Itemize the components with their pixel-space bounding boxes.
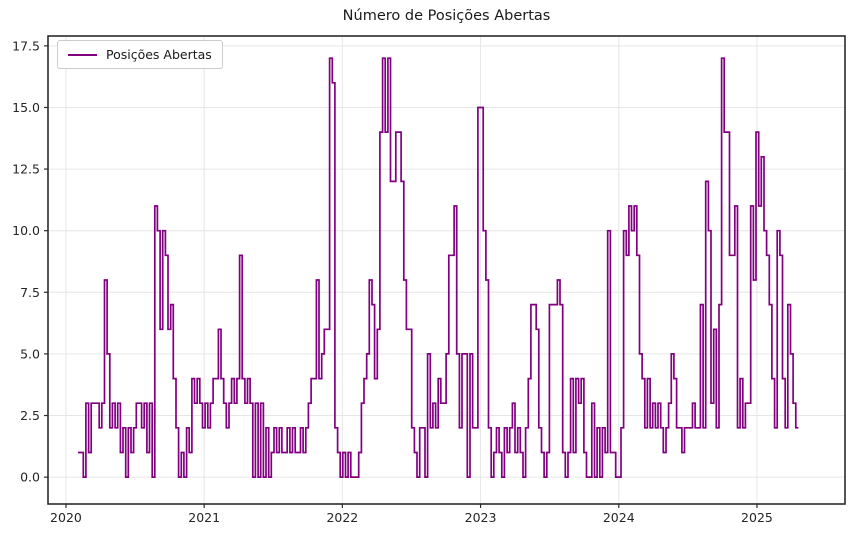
y-tick-label: 2.5 [20, 408, 40, 423]
y-tick-label: 12.5 [12, 162, 40, 177]
x-tick-label: 2023 [465, 510, 497, 525]
y-tick-label: 15.0 [12, 100, 40, 115]
x-tick-labels: 2020 2021 2022 2023 2024 2025 [50, 510, 773, 525]
x-tick-label: 2020 [50, 510, 82, 525]
y-tick-label: 17.5 [12, 38, 40, 53]
x-tick-label: 2022 [326, 510, 358, 525]
legend-label: Posições Abertas [106, 47, 212, 62]
tick-marks [44, 45, 758, 508]
x-tick-label: 2021 [188, 510, 220, 525]
y-tick-label: 7.5 [20, 285, 40, 300]
y-tick-label: 0.0 [20, 470, 40, 485]
legend-line-sample [68, 53, 97, 56]
legend: Posições Abertas [57, 40, 223, 69]
y-tick-label: 5.0 [20, 346, 40, 361]
x-tick-label: 2024 [603, 510, 635, 525]
axes-border [47, 35, 846, 505]
y-tick-labels: 0.0 2.5 5.0 7.5 10.0 12.5 15.0 17.5 [12, 38, 40, 484]
x-tick-label: 2025 [741, 510, 773, 525]
y-tick-label: 10.0 [12, 223, 40, 238]
chart-title: Número de Posições Abertas [342, 8, 551, 24]
series-group [78, 57, 799, 478]
axes-spines [47, 35, 846, 505]
series-line [78, 57, 799, 478]
